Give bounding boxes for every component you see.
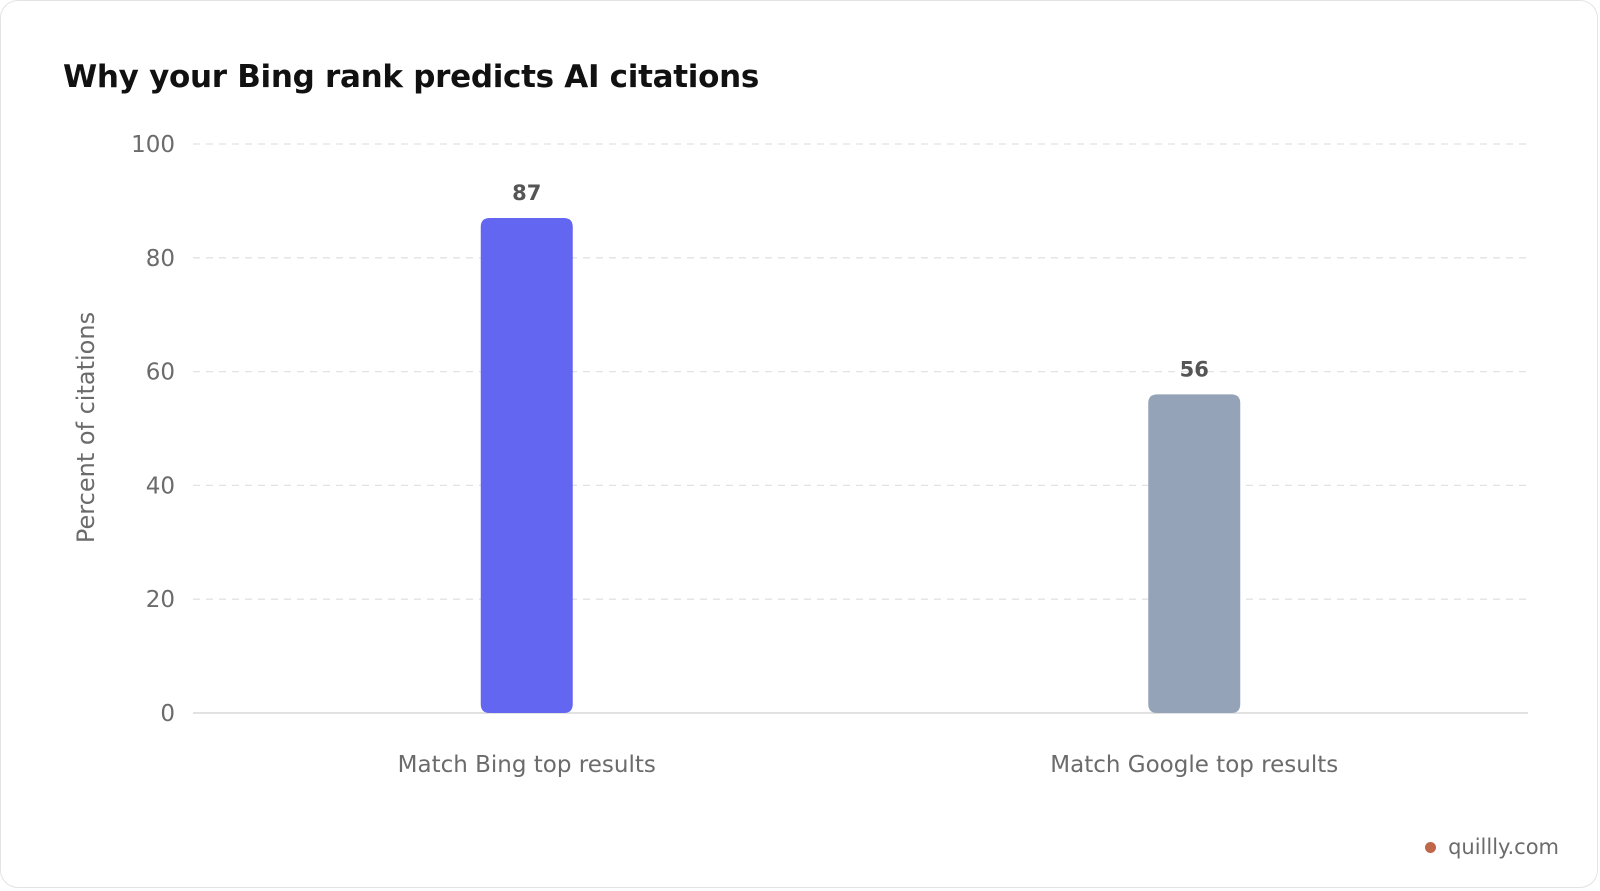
x-axis-ticks: Match Bing top results Match Google top r… <box>398 752 1339 778</box>
y-tick-label: 100 <box>131 132 175 158</box>
y-tick-label: 0 <box>160 701 175 727</box>
y-tick-label: 60 <box>146 360 175 386</box>
watermark-dot-icon <box>1425 841 1437 853</box>
bars <box>480 217 1241 713</box>
watermark-text: quillly.com <box>1448 835 1559 859</box>
x-tick-label: Match Google top results <box>1050 752 1338 778</box>
watermark: quillly.com <box>1425 835 1559 859</box>
bar-value-label: 56 <box>1180 357 1209 381</box>
grid-lines <box>193 143 1528 600</box>
bar-2 <box>1148 394 1241 713</box>
y-tick-label: 20 <box>146 587 175 613</box>
y-axis-ticks: 0 20 40 60 80 100 <box>131 132 175 727</box>
bar-value-label: 87 <box>512 181 541 205</box>
y-tick-label: 40 <box>146 473 175 499</box>
chart-title: Why your Bing rank predicts AI citations <box>63 59 759 95</box>
y-tick-label: 80 <box>146 246 175 272</box>
bar-1 <box>480 217 573 713</box>
y-axis-title: Percent of citations <box>72 312 100 543</box>
x-tick-label: Match Bing top results <box>398 752 656 778</box>
data-labels: 87 56 <box>512 181 1209 381</box>
